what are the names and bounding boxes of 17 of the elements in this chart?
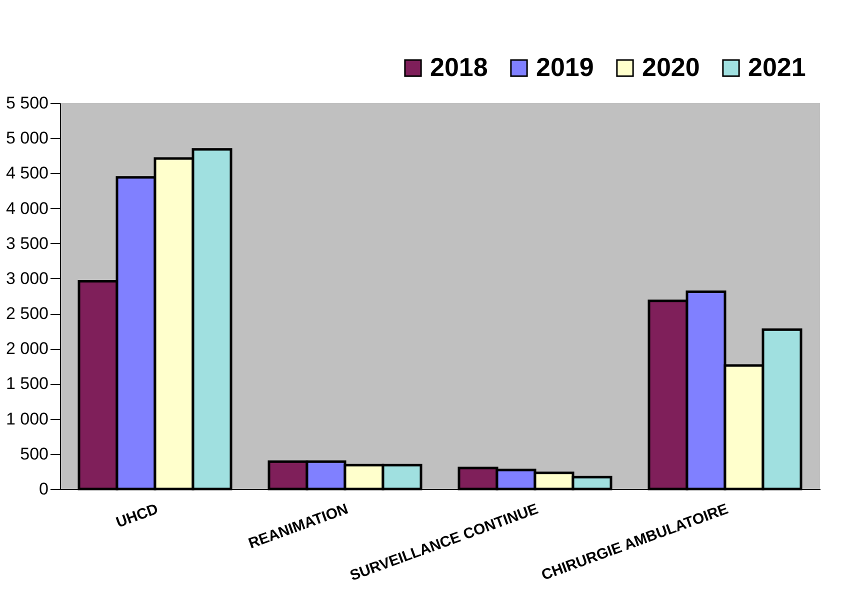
y-tick-label: 1 000 (6, 409, 48, 428)
x-tick-label: UHCD (114, 500, 161, 532)
y-tick-label: 1 500 (6, 374, 48, 394)
y-tick-label: 3 000 (6, 268, 48, 288)
y-tick-label: 2 500 (6, 304, 48, 324)
y-tick-label: 4 000 (6, 198, 48, 218)
y-tick-label: 4 500 (6, 164, 48, 183)
y-tick-label: 3 500 (6, 234, 48, 253)
y-tick-label: 2 000 (6, 339, 48, 358)
legend-label: 2020 (642, 52, 700, 82)
y-tick-label: 0 (39, 480, 48, 498)
legend-label: 2019 (536, 52, 594, 82)
y-tick-label: 500 (20, 444, 48, 464)
y-tick-label: 5 500 (6, 94, 48, 112)
y-tick-label: 5 000 (6, 128, 48, 148)
legend-label: 2021 (748, 52, 806, 82)
legend-label: 2018 (430, 52, 488, 82)
